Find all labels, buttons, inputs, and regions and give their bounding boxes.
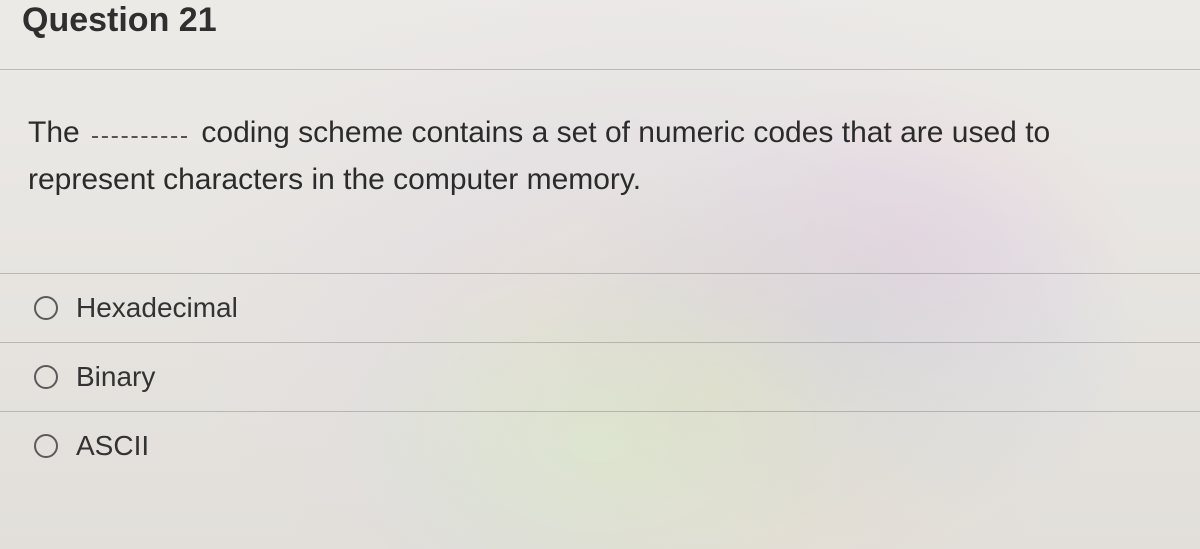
question-number-label: Question 21 [0,0,1200,39]
answer-option[interactable]: Binary [0,343,1200,412]
option-label: ASCII [76,430,149,462]
radio-icon [34,296,58,320]
radio-icon [34,365,58,389]
radio-icon [34,434,58,458]
answer-option[interactable]: ASCII [0,412,1200,480]
option-label: Binary [76,361,155,393]
quiz-question-page: Question 21 The coding scheme contains a… [0,0,1200,549]
answer-option[interactable]: Hexadecimal [0,274,1200,343]
answer-options-list: Hexadecimal Binary ASCII [0,273,1200,480]
option-label: Hexadecimal [76,292,238,324]
prompt-text-after: coding scheme contains a set of numeric … [28,116,1050,196]
fill-in-blank [92,136,187,138]
prompt-text-before: The [28,116,80,149]
question-prompt: The coding scheme contains a set of nume… [0,70,1200,203]
